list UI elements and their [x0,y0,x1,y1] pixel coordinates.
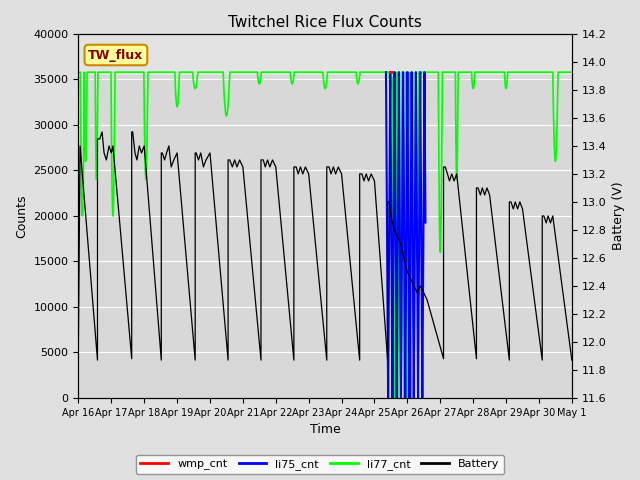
X-axis label: Time: Time [310,423,340,436]
Y-axis label: Counts: Counts [15,194,28,238]
Legend: wmp_cnt, li75_cnt, li77_cnt, Battery: wmp_cnt, li75_cnt, li77_cnt, Battery [136,455,504,474]
Text: TW_flux: TW_flux [88,48,143,61]
Y-axis label: Battery (V): Battery (V) [612,181,625,250]
Title: Twitchel Rice Flux Counts: Twitchel Rice Flux Counts [228,15,422,30]
Bar [79,34,572,75]
